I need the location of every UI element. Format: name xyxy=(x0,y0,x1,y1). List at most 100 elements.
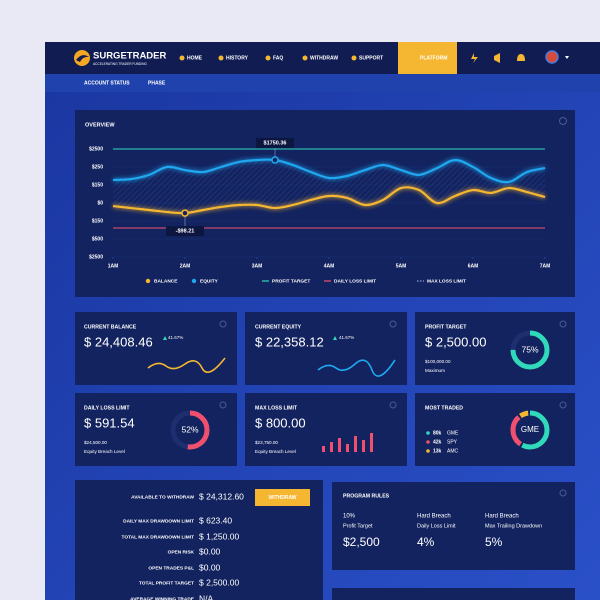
row-value: $ 623.40 xyxy=(199,515,232,525)
card xyxy=(332,588,575,600)
change: 41.67% xyxy=(339,335,354,340)
row-label: TOTAL PROFIT TARGET xyxy=(139,580,194,586)
card-sub: $24,500.00 xyxy=(84,440,107,445)
nav-item[interactable]: WITHDRAW xyxy=(310,55,338,61)
y-tick-label: $500 xyxy=(92,236,103,242)
card-value: $ 591.54 xyxy=(84,415,135,430)
card-title: PROFIT TARGET xyxy=(425,324,467,330)
annotation-point xyxy=(271,156,279,164)
row-label: AVERAGE WINNING TRADE xyxy=(130,596,195,600)
platform-icon xyxy=(407,55,413,60)
card-title: MAX LOSS LIMIT xyxy=(255,405,298,411)
megaphone-icon xyxy=(494,53,500,63)
nav-item[interactable]: SUPPORT xyxy=(359,55,383,61)
card xyxy=(245,393,407,466)
amount: 13k xyxy=(433,448,442,454)
y-tick-label: $250 xyxy=(92,164,103,170)
nav-bar xyxy=(45,42,600,74)
y-tick-label: $0 xyxy=(97,200,103,206)
tab[interactable]: PHASE xyxy=(148,80,166,86)
row-value: $ 24,312.60 xyxy=(199,491,244,501)
card-title: DAILY LOSS LIMIT xyxy=(84,405,130,411)
help-icon[interactable] xyxy=(559,401,567,409)
y-tick-label: $150 xyxy=(92,182,103,188)
nav-icon xyxy=(302,55,308,61)
hatch-area xyxy=(113,159,545,214)
x-tick-label: 3AM xyxy=(252,263,263,269)
mini-bar xyxy=(322,446,325,452)
nav-icons xyxy=(407,53,525,63)
mini-bar xyxy=(370,433,373,452)
gauge-arc xyxy=(510,330,550,370)
row-value: $ 2,500.00 xyxy=(199,577,239,587)
nav-item[interactable]: HOME xyxy=(187,55,203,61)
card-value: $ 22,358.12 xyxy=(255,334,324,349)
help-icon[interactable] xyxy=(559,117,567,125)
mini-bar xyxy=(346,444,349,452)
button-label[interactable]: WITHDRAW xyxy=(268,495,296,501)
avatar[interactable] xyxy=(545,50,559,64)
rule-value: 5% xyxy=(485,535,503,549)
row-label: OPEN RISK xyxy=(168,549,195,555)
help-icon[interactable] xyxy=(219,320,227,328)
legend-label: DAILY LOSS LIMIT xyxy=(334,278,376,284)
sub-nav xyxy=(45,74,600,92)
annotation: -$98.21 xyxy=(176,229,195,235)
help-icons xyxy=(219,117,567,497)
y-tick-label: $150 xyxy=(92,218,103,224)
card-title: MOST TRADED xyxy=(425,405,463,411)
change: 41.67% xyxy=(168,335,183,340)
donut-segment xyxy=(510,410,550,450)
logo-mark xyxy=(76,55,89,62)
legend-label: EQUITY xyxy=(200,278,219,284)
up-arrow xyxy=(333,336,337,340)
donut-center: GME xyxy=(521,425,539,434)
tagline: ACCELERATING TRADER FUNDING xyxy=(93,62,147,66)
gauge-label: 75% xyxy=(521,344,538,354)
card-title: PROGRAM RULES xyxy=(343,493,390,499)
help-icon[interactable] xyxy=(219,401,227,409)
rule-top: 10% xyxy=(343,514,356,520)
card xyxy=(245,312,407,385)
nav-item[interactable]: FAQ xyxy=(273,55,283,61)
x-tick-label: 4AM xyxy=(324,263,335,269)
help-icon[interactable] xyxy=(559,320,567,328)
card-sub: $23,750.00 xyxy=(255,440,278,445)
tab[interactable]: ACCOUNT STATUS xyxy=(84,80,130,86)
amount: 42k xyxy=(433,439,442,445)
rule-label: Profit Target xyxy=(343,523,373,529)
help-icon[interactable] xyxy=(389,320,397,328)
rule-value: $2,500 xyxy=(343,535,380,549)
legend-label: MAX LOSS LIMIT xyxy=(427,278,466,284)
help-icon[interactable] xyxy=(559,489,567,497)
rule-label: Daily Loss Limit xyxy=(417,523,456,529)
rule-value: 4% xyxy=(417,535,435,549)
legend-swatch xyxy=(145,278,151,284)
mini-bar xyxy=(330,442,333,452)
withdraw-button[interactable] xyxy=(255,489,310,506)
symbol: AMC xyxy=(447,448,459,454)
y-tick-label: $2500 xyxy=(89,254,103,260)
nav-icon xyxy=(265,55,271,61)
annotation: $1750.36 xyxy=(264,140,287,146)
row-label: TOTAL MAX DRAWDOWN LIMIT xyxy=(122,534,195,540)
card-title: CURRENT BALANCE xyxy=(84,324,137,330)
annotation-box xyxy=(166,226,204,237)
help-icon[interactable] xyxy=(389,401,397,409)
avatar-caret[interactable] xyxy=(565,56,569,59)
bell-icon xyxy=(517,54,525,61)
legend-label: PROFIT TARGET xyxy=(272,278,310,284)
row-value: $ 1,250.00 xyxy=(199,531,239,541)
nav-icon xyxy=(179,55,185,61)
card-title: CURRENT EQUITY xyxy=(255,324,302,330)
symbol: GME xyxy=(447,430,459,436)
card-value: $ 800.00 xyxy=(255,415,306,430)
gauge-arc xyxy=(170,410,210,450)
mini-bars xyxy=(322,433,373,452)
nav-item[interactable]: HISTORY xyxy=(226,55,249,61)
y-tick-label: $2500 xyxy=(89,146,103,152)
donut-segment xyxy=(510,410,550,450)
nav-item-active[interactable]: PLATFORM xyxy=(420,55,447,61)
mini-bar xyxy=(338,438,341,452)
